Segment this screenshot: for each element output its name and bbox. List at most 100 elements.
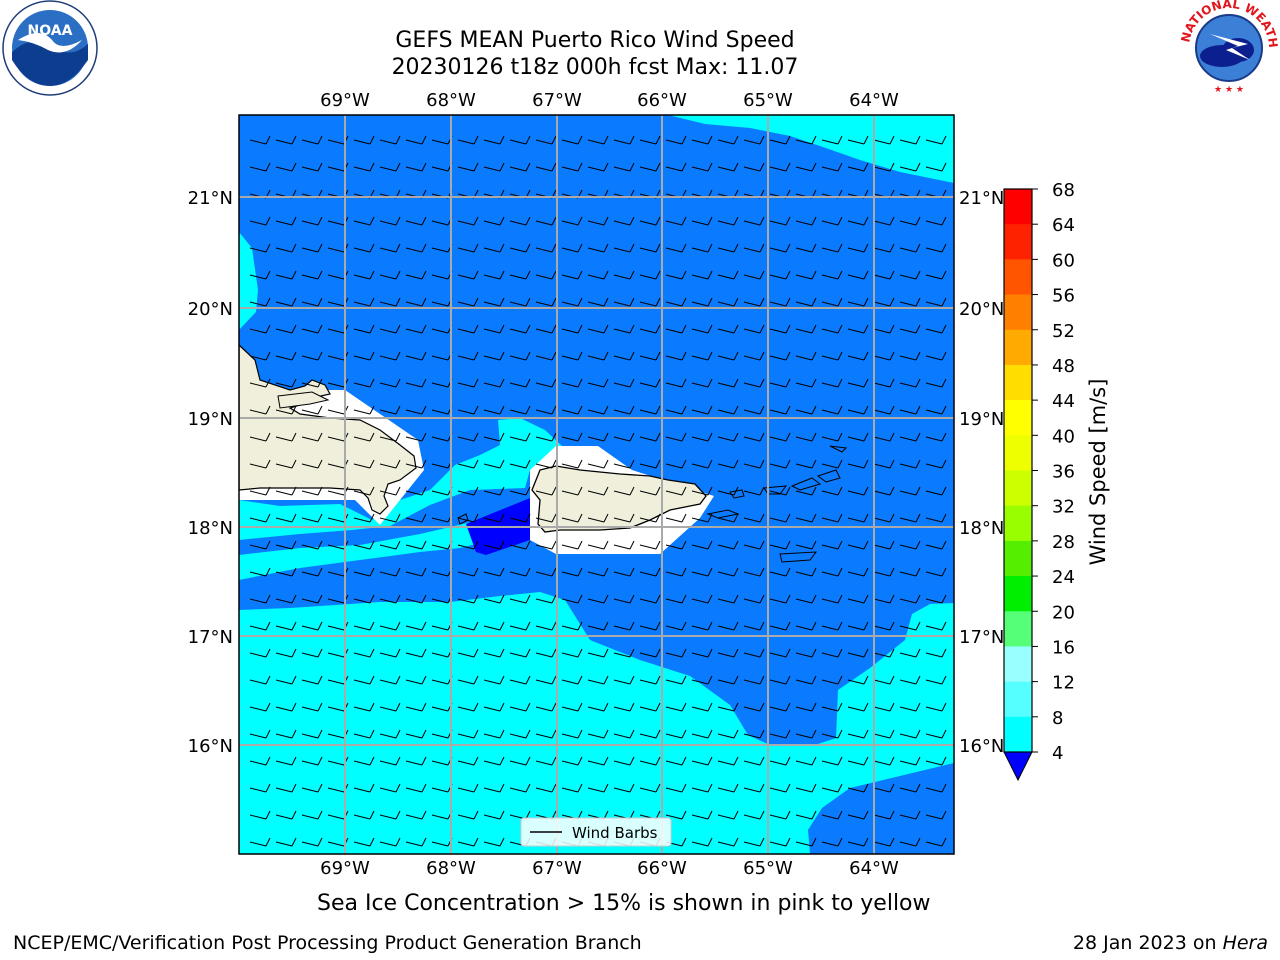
wind-barb <box>275 324 297 334</box>
wind-barb <box>353 621 375 631</box>
wind-barb <box>587 648 609 658</box>
wind-barb <box>509 486 531 496</box>
wind-barb <box>353 378 375 388</box>
wind-barb <box>249 432 271 442</box>
footer-branch: NCEP/EMC/Verification Post Processing Pr… <box>13 932 642 954</box>
wind-barb <box>613 432 635 442</box>
wind-barb <box>405 135 427 145</box>
wind-barb <box>483 270 505 280</box>
colorbar-segment <box>1004 189 1032 225</box>
wind-barb <box>275 432 297 442</box>
noaa-logo-text: NOAA <box>28 23 73 39</box>
wind-barb <box>821 567 843 577</box>
wind-barb <box>899 756 921 766</box>
lon-label-bottom: 65°W <box>743 858 793 879</box>
wind-barb <box>639 351 661 361</box>
colorbar-tick-label: 24 <box>1052 567 1075 588</box>
wind-barb <box>639 135 661 145</box>
wind-barb <box>717 216 739 226</box>
wind-barb <box>639 297 661 307</box>
wind-barb <box>457 405 479 415</box>
wind-barb <box>275 567 297 577</box>
wind-barb <box>379 837 401 847</box>
wind-barb <box>925 378 947 388</box>
wind-barb <box>795 432 817 442</box>
lat-label-right: 19°N <box>959 409 1004 430</box>
wind-barb <box>535 756 557 766</box>
wind-barb <box>457 216 479 226</box>
colorbar-tick-label: 44 <box>1052 391 1075 412</box>
wind-barb <box>717 729 739 739</box>
wind-barb <box>405 567 427 577</box>
wind-barb <box>899 594 921 604</box>
wind-barb <box>899 297 921 307</box>
wind-barb <box>301 783 323 793</box>
wind-barb <box>925 756 947 766</box>
wind-barb <box>509 513 531 523</box>
wind-barb <box>275 513 297 523</box>
wind-barb <box>275 135 297 145</box>
wind-barb <box>509 351 531 361</box>
wind-barb <box>717 243 739 253</box>
wind-barb <box>613 459 635 469</box>
wind-barb <box>275 405 297 415</box>
wind-barb <box>275 270 297 280</box>
wind-barb <box>249 324 271 334</box>
wind-barb <box>249 810 271 820</box>
wind-barb <box>691 135 713 145</box>
wind-barb <box>483 378 505 388</box>
wind-barb <box>613 594 635 604</box>
wind-barb <box>873 297 895 307</box>
wind-barb <box>301 837 323 847</box>
wind-barb <box>275 243 297 253</box>
wind-barb <box>925 810 947 820</box>
wind-barb <box>249 459 271 469</box>
wind-barb <box>769 324 791 334</box>
wind-barb <box>743 216 765 226</box>
wind-barb <box>691 837 713 847</box>
wind-barb <box>639 648 661 658</box>
wind-barb <box>795 783 817 793</box>
legend-label: Wind Barbs <box>572 824 658 842</box>
wind-barb <box>275 459 297 469</box>
wind-barb <box>301 540 323 550</box>
wind-barb <box>665 594 687 604</box>
wind-barb <box>353 162 375 172</box>
wind-barb <box>613 783 635 793</box>
wind-barb <box>769 351 791 361</box>
wind-barb <box>743 567 765 577</box>
wind-barb <box>795 270 817 280</box>
wind-barb <box>873 837 895 847</box>
wind-barb <box>873 756 895 766</box>
wind-barb <box>613 486 635 496</box>
wind-barb <box>821 135 843 145</box>
wind-barb <box>483 324 505 334</box>
wind-barb <box>691 540 713 550</box>
wind-barb <box>665 621 687 631</box>
wind-barb <box>561 432 583 442</box>
wind-barb <box>353 675 375 685</box>
wind-barb <box>639 702 661 712</box>
wind-barb <box>561 648 583 658</box>
wind-barb <box>691 675 713 685</box>
wind-barb <box>249 297 271 307</box>
wind-barb <box>483 675 505 685</box>
wind-barb <box>873 243 895 253</box>
wind-barb <box>639 540 661 550</box>
wind-barb <box>665 405 687 415</box>
wind-barb <box>691 567 713 577</box>
wind-barb <box>717 513 739 523</box>
wind-barb <box>795 216 817 226</box>
wind-barb <box>639 405 661 415</box>
wind-barb <box>795 162 817 172</box>
wind-barb <box>483 621 505 631</box>
vieques-island <box>706 509 740 519</box>
wind-barb <box>821 459 843 469</box>
wind-barb <box>561 162 583 172</box>
wind-barb <box>847 567 869 577</box>
wind-barb <box>613 405 635 415</box>
wind-barb <box>405 486 427 496</box>
wind-barb <box>613 621 635 631</box>
wind-barb <box>925 324 947 334</box>
map-subtitle: 20230126 t18z 000h fcst Max: 11.07 <box>391 55 799 80</box>
